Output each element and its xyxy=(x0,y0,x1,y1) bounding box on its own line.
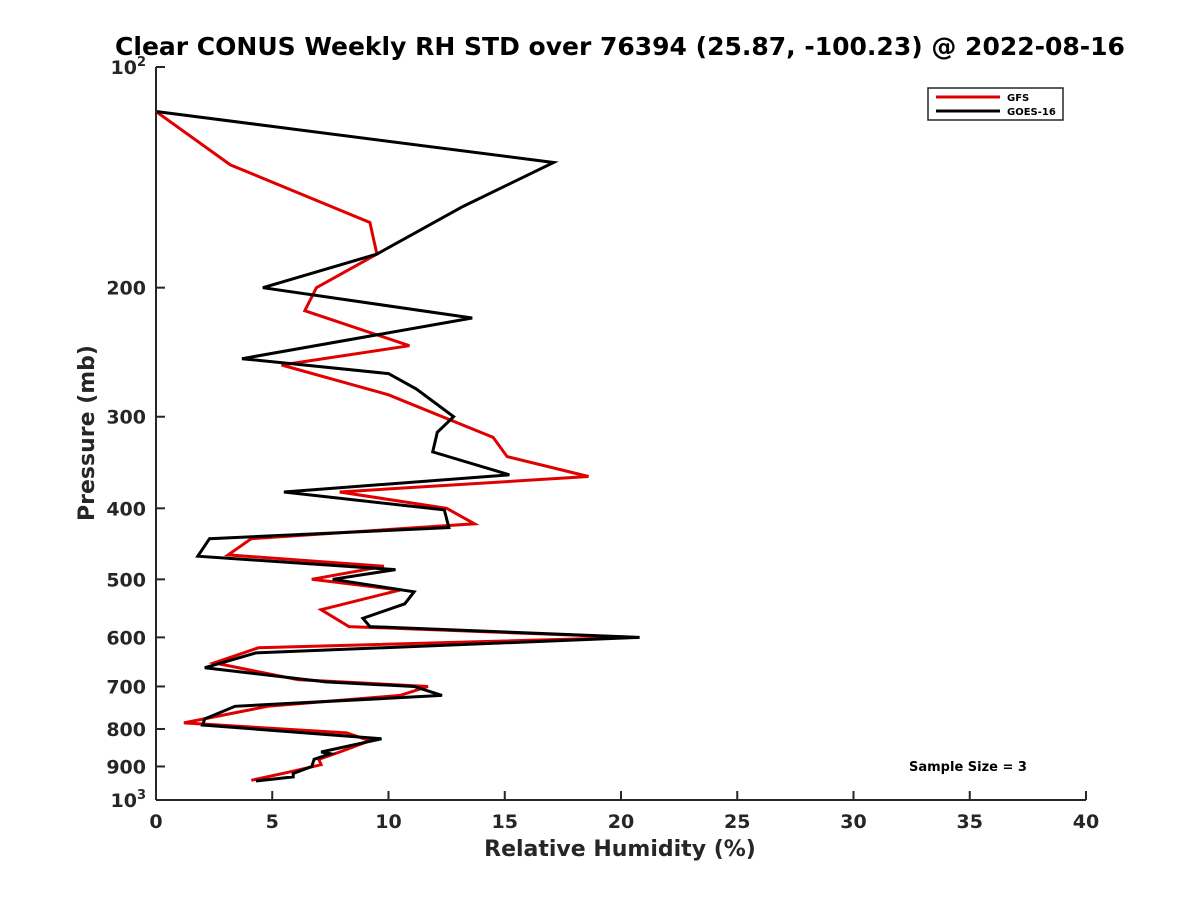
y-axis-label: Pressure (mb) xyxy=(75,345,100,521)
legend: GFS GOES-16 xyxy=(927,87,1064,121)
plot-area xyxy=(155,110,640,783)
y-tick-label: 500 xyxy=(106,569,146,591)
y-tick-label: 102 xyxy=(111,55,147,79)
y-tick-label: 200 xyxy=(106,278,146,300)
x-ticks: 0 5 10 15 20 25 30 35 40 xyxy=(149,791,1099,833)
x-tick-label: 0 xyxy=(149,811,162,833)
y-tick-label: 400 xyxy=(106,498,146,520)
y-tick-label: 103 xyxy=(111,788,147,812)
x-tick-label: 15 xyxy=(492,811,518,833)
x-axis-label: Relative Humidity (%) xyxy=(484,837,756,862)
y-tick-label: 600 xyxy=(106,627,146,649)
y-tick-label: 900 xyxy=(106,756,146,778)
x-tick-label: 20 xyxy=(608,811,634,833)
legend-label: GFS xyxy=(1007,93,1029,104)
y-tick-label: 700 xyxy=(106,676,146,698)
y-tick-label: 800 xyxy=(106,719,146,741)
sample-size-annotation: Sample Size = 3 xyxy=(909,760,1027,775)
x-tick-label: 35 xyxy=(957,811,983,833)
legend-box xyxy=(927,87,1064,121)
series-line-gfs xyxy=(155,110,636,782)
y-ticks: 102 200 300 400 500 600 700 800 900 103 xyxy=(106,55,165,812)
x-tick-label: 5 xyxy=(266,811,279,833)
series-line-goes-16 xyxy=(155,110,640,783)
x-tick-label: 25 xyxy=(724,811,750,833)
x-tick-label: 10 xyxy=(375,811,401,833)
legend-label: GOES-16 xyxy=(1007,107,1056,118)
y-tick-label: 300 xyxy=(106,407,146,429)
x-tick-label: 30 xyxy=(840,811,866,833)
x-tick-label: 40 xyxy=(1073,811,1099,833)
chart-title: Clear CONUS Weekly RH STD over 76394 (25… xyxy=(115,32,1125,61)
axes xyxy=(155,67,1086,801)
